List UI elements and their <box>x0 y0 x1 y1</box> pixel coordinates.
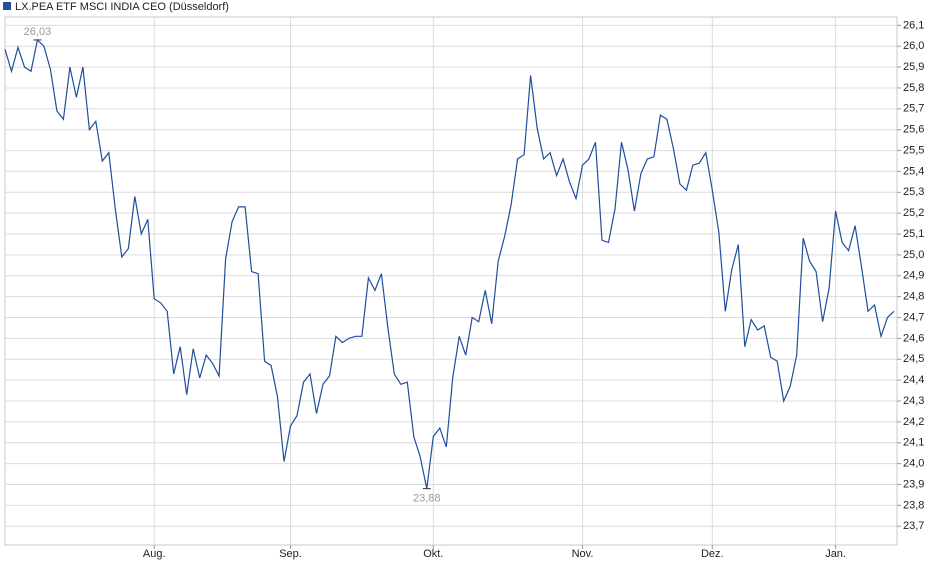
y-tick-label: 25,6 <box>903 124 924 136</box>
price-line <box>4 38 895 489</box>
y-tick-label: 25,0 <box>903 249 924 261</box>
y-tick-label: 25,9 <box>903 61 924 73</box>
y-tick-label: 26,0 <box>903 40 924 52</box>
y-tick-label: 25,1 <box>903 228 924 240</box>
min-label: 23,88 <box>413 493 441 505</box>
legend-swatch <box>3 2 11 10</box>
y-tick-label: 25,5 <box>903 144 924 156</box>
y-tick-label: 25,2 <box>903 207 924 219</box>
y-tick-label: 24,0 <box>903 458 924 470</box>
legend-label: LX.PEA ETF MSCI INDIA CEO (Düsseldorf) <box>15 1 229 13</box>
x-tick-label: Aug. <box>143 548 166 560</box>
y-tick-label: 26,1 <box>903 19 924 31</box>
y-tick-label: 23,7 <box>903 520 924 532</box>
x-tick-label: Okt. <box>423 548 443 560</box>
y-tick-label: 24,5 <box>903 353 924 365</box>
x-tick-label: Jan. <box>825 548 846 560</box>
y-tick-label: 24,1 <box>903 437 924 449</box>
x-tick-label: Nov. <box>572 548 594 560</box>
max-label: 26,03 <box>24 26 52 38</box>
x-tick-label: Dez. <box>701 548 724 560</box>
y-tick-label: 24,2 <box>903 416 924 428</box>
y-tick-label: 23,9 <box>903 478 924 490</box>
y-tick-label: 25,8 <box>903 82 924 94</box>
y-tick-label: 24,3 <box>903 395 924 407</box>
plot-frame <box>4 16 898 546</box>
y-tick-label: 24,9 <box>903 270 924 282</box>
y-tick-label: 25,7 <box>903 103 924 115</box>
y-tick-label: 23,8 <box>903 499 924 511</box>
y-tick-label: 25,4 <box>903 165 924 177</box>
y-tick-label: 24,7 <box>903 311 924 323</box>
y-tick-label: 24,8 <box>903 291 924 303</box>
y-tick-label: 24,6 <box>903 332 924 344</box>
y-tick-label: 24,4 <box>903 374 924 386</box>
y-tick-label: 25,3 <box>903 186 924 198</box>
x-tick-label: Sep. <box>279 548 302 560</box>
